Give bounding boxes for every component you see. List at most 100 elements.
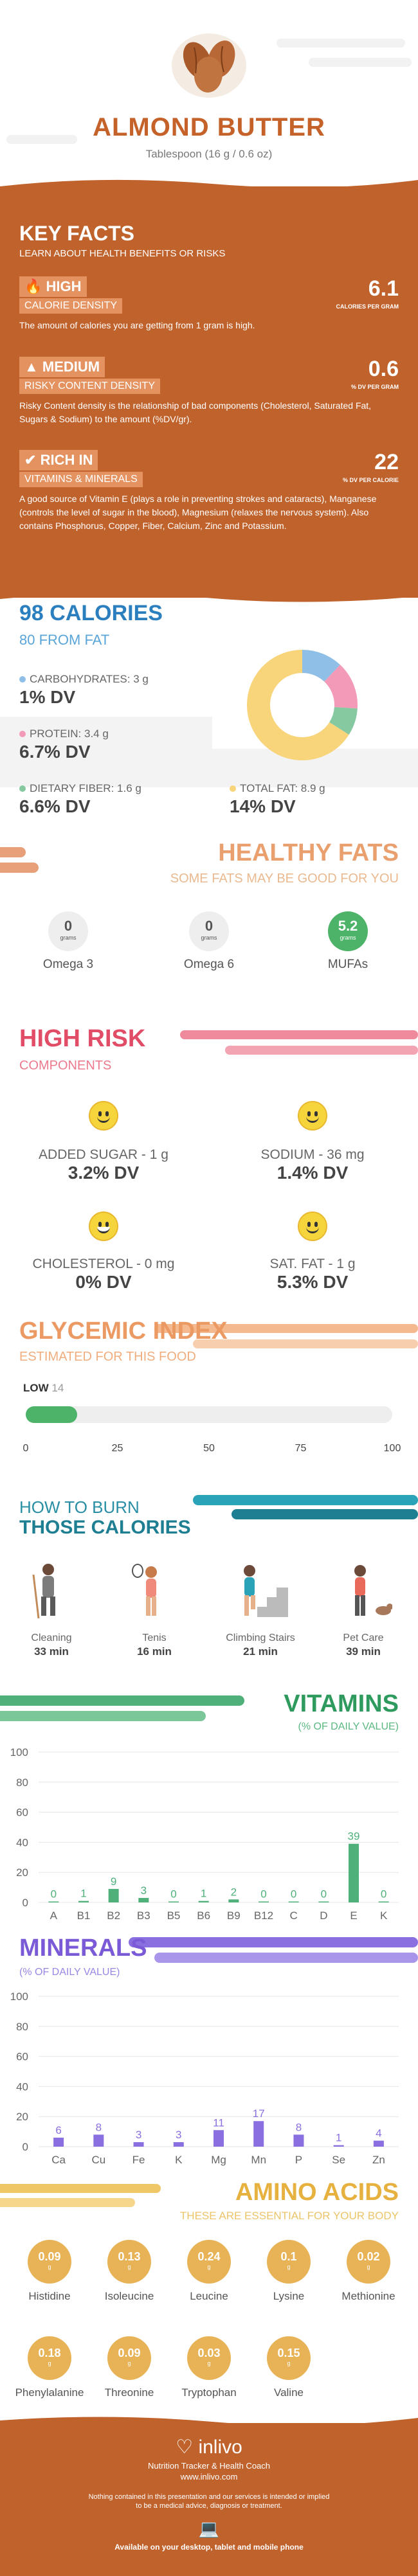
amino-threonine: 0.09 g Threonine — [87, 2336, 171, 2399]
amino-value-circle: 0.02 g — [347, 2240, 390, 2284]
x-tick-label: B5 — [167, 1910, 181, 1922]
bar-value-label: 1 — [80, 1888, 86, 1900]
glycemic-fill — [26, 1406, 77, 1423]
footer: ♡ inlivo Nutrition Tracker & Health Coac… — [0, 2417, 418, 2576]
healthy-fats-title: HEALTHY FATS — [218, 839, 399, 866]
donut-slice-fat — [247, 650, 349, 760]
bar-value-label: 0 — [291, 1888, 296, 1901]
nutrient-protein: PROTEIN: 3.4 g 6.7% DV — [19, 728, 109, 762]
risk-sat-fat: SAT. FAT - 1 g 5.3% DV — [269, 1257, 356, 1292]
stairs-icon — [244, 1565, 288, 1617]
calories-section: 98 CALORIES 80 FROM FAT CARBOHYDRATES: 3… — [0, 601, 418, 816]
cleaning-icon — [32, 1564, 55, 1619]
heart-icon: ♡ — [176, 2437, 194, 2458]
high-risk-title: HIGH RISK — [19, 1025, 146, 1052]
nutrient-dv: 6.7% DV — [19, 742, 91, 762]
omega3-label: Omega 3 — [42, 958, 94, 971]
donut-slice-protein — [323, 665, 358, 709]
amino-name: Lysine — [273, 2290, 305, 2302]
bar-C — [288, 1901, 299, 1902]
amino-value-circle: 0.15 g — [267, 2336, 311, 2380]
available-text: Available on your desktop, tablet and mo… — [114, 2543, 304, 2552]
nutrient-dv: 14% DV — [230, 796, 296, 816]
header: ALMOND BUTTER Tablespoon (16 g / 0.6 oz) — [0, 0, 418, 186]
x-tick-label: Cu — [91, 2154, 105, 2166]
x-tick-label: C — [290, 1910, 298, 1922]
glycemic-section: GLYCEMIC INDEX ESTIMATED FOR THIS FOOD L… — [0, 1318, 418, 1504]
x-tick-label: P — [295, 2154, 302, 2166]
burn-title-1: HOW TO BURN — [19, 1498, 140, 1517]
amino-name: Histidine — [28, 2290, 71, 2302]
smile-icon — [89, 1101, 118, 1131]
deco-line — [232, 1509, 418, 1519]
brand-url[interactable]: www.inlivo.com — [180, 2472, 238, 2482]
smile-icon — [298, 1101, 327, 1131]
mufas-label: MUFAs — [327, 958, 368, 971]
bar-B6 — [198, 1901, 209, 1902]
activity-tennis: Tenis 16 min — [137, 1632, 172, 1658]
deco-line — [0, 1695, 244, 1706]
disclaimer-line-2: to be a medical advice, diagnosis or tre… — [136, 2502, 282, 2510]
calories-title: 98 CALORIES — [19, 601, 163, 625]
donut-slice-fiber — [329, 706, 358, 735]
nutrient-dv: 6.6% DV — [19, 796, 91, 816]
activity-cleaning: Cleaning 33 min — [31, 1632, 72, 1658]
bar-value-label: 11 — [213, 2116, 224, 2129]
fact-calorie-density: 🔥 HIGH CALORIE DENSITY 6.1 CALORIES PER … — [19, 276, 399, 332]
burn-title-2: THOSE CALORIES — [19, 1517, 191, 1538]
bar-Cu — [93, 2134, 104, 2147]
nutrient-carbs: CARBOHYDRATES: 3 g 1% DV — [19, 673, 149, 707]
amino-name: Threonine — [104, 2386, 154, 2399]
x-tick-label: Ca — [51, 2154, 66, 2166]
bar-value-label: 3 — [136, 2129, 141, 2141]
amino-unit: g — [207, 2360, 211, 2366]
bar-A — [48, 1901, 59, 1902]
pet-care-icon — [354, 1565, 392, 1616]
y-tick-label: 0 — [23, 1897, 28, 1909]
bar-value-label: 0 — [321, 1888, 327, 1901]
deco-line — [193, 1339, 418, 1348]
smile-icon — [298, 1212, 327, 1241]
deco-line — [180, 1030, 418, 1039]
fact-desc: Risky Content density is the relationshi… — [19, 400, 372, 424]
y-tick-label: 100 — [10, 1990, 28, 2003]
wave-divider — [0, 179, 418, 194]
x-tick-label: B2 — [107, 1910, 120, 1922]
amino-value-circle: 0.18 g — [28, 2336, 71, 2380]
deco-line — [0, 2198, 135, 2207]
fact-risky-density: ▲ MEDIUM RISKY CONTENT DENSITY 0.6 % DV … — [19, 357, 399, 426]
high-risk-subtitle: COMPONENTS — [19, 1059, 112, 1073]
vitamins-subtitle: (% OF DAILY VALUE) — [298, 1721, 399, 1732]
x-tick-label: K — [380, 1910, 388, 1922]
bar-Mn — [253, 2121, 264, 2147]
amino-unit: g — [48, 2360, 51, 2366]
risk-sodium: SODIUM - 36 mg 1.4% DV — [260, 1147, 365, 1183]
high-risk-section: HIGH RISK COMPONENTS ADDED SUGAR - 1 g 3.… — [0, 1025, 418, 1327]
amino-unit: g — [127, 2360, 131, 2366]
legend-dot — [19, 676, 26, 683]
amino-title: AMINO ACIDS — [235, 2179, 399, 2206]
activity-pet-care: Pet Care 39 min — [343, 1632, 384, 1658]
check-icon: ✔ — [24, 452, 37, 468]
bar-value-label: 0 — [170, 1888, 176, 1901]
fact-value: 22 — [374, 450, 399, 474]
amino-unit: g — [48, 2264, 51, 2270]
amino-value: 0.09 — [118, 2347, 141, 2359]
omega6-label: Omega 6 — [183, 958, 235, 971]
x-tick-label: B1 — [77, 1910, 91, 1922]
x-tick-label: Fe — [132, 2154, 145, 2166]
tennis-icon — [132, 1564, 157, 1616]
x-tick-label: A — [50, 1910, 58, 1922]
amino-unit: g — [207, 2264, 211, 2270]
y-tick-label: 40 — [16, 1836, 28, 1848]
deco-line — [0, 863, 39, 873]
fact-unit: % DV PER CALORIE — [342, 477, 399, 483]
x-tick-label: Mg — [211, 2154, 226, 2166]
x-tick-label: Mn — [251, 2154, 266, 2166]
bar-value-label: 8 — [96, 2121, 102, 2133]
activity-climbing-stairs: Climbing Stairs 21 min — [226, 1632, 295, 1658]
amino-unit: g — [287, 2264, 291, 2270]
devices-icon: 💻 — [198, 2519, 220, 2538]
bar-D — [318, 1901, 329, 1902]
amino-leucine: 0.24 g Leucine — [167, 2240, 251, 2303]
